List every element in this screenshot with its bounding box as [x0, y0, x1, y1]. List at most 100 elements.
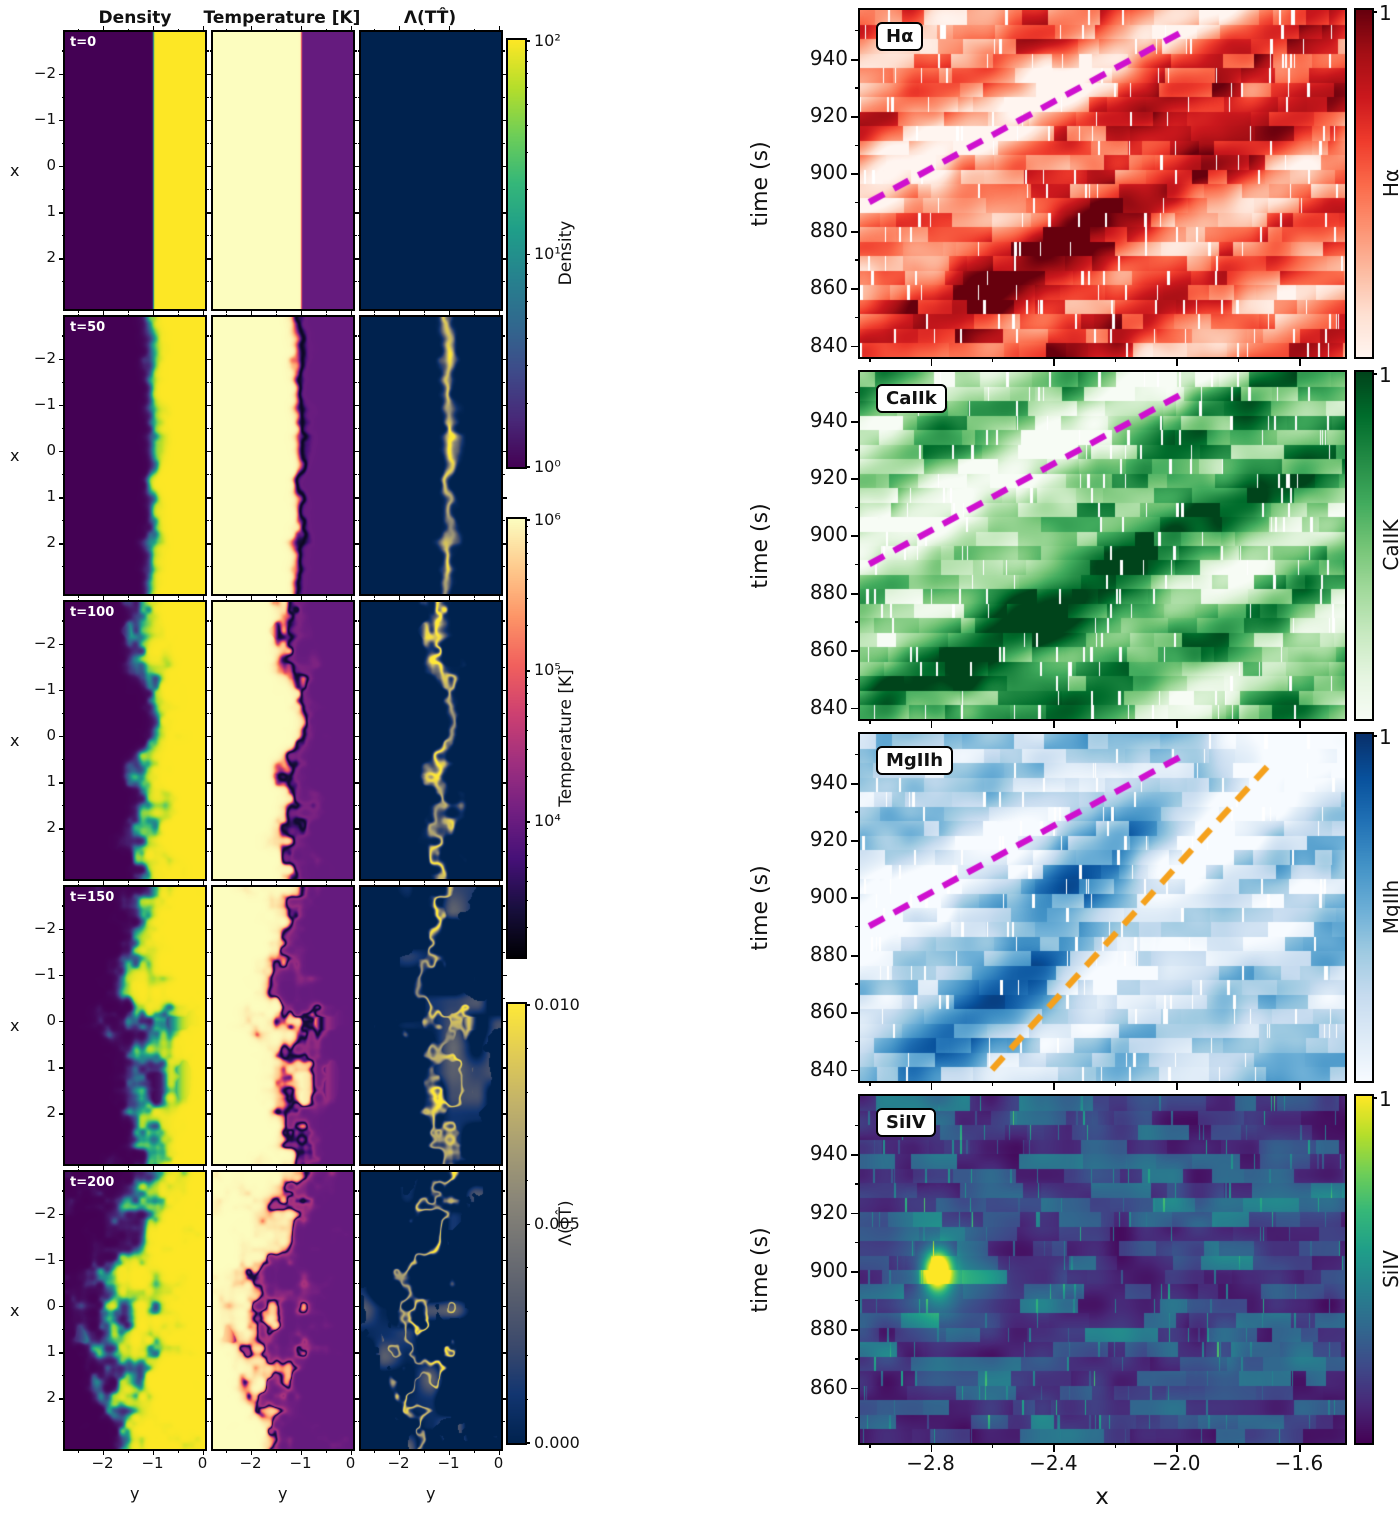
time-tick-label: 900 — [809, 1257, 848, 1282]
xtick-minor — [325, 1164, 327, 1168]
ytick-minor — [357, 381, 361, 383]
ytick — [355, 497, 361, 499]
xtick — [398, 1166, 400, 1172]
ytick — [59, 1213, 65, 1216]
xtick — [102, 1449, 104, 1455]
ytick-minor — [61, 335, 65, 337]
ytick — [501, 928, 507, 931]
cb-tick-minor — [525, 900, 528, 902]
ytick — [355, 212, 361, 214]
ytick-minor — [353, 281, 357, 283]
x-tick-minor — [1114, 1081, 1117, 1086]
xtick-minor — [127, 879, 129, 883]
ytick-minor — [501, 805, 505, 807]
xtick — [398, 26, 400, 32]
xtick-minor — [77, 1168, 79, 1172]
ytick — [207, 1305, 213, 1308]
xtick — [498, 1449, 500, 1455]
ytick-minor — [353, 520, 357, 522]
ytick-minor — [205, 1136, 209, 1138]
xtick-label: 0 — [197, 1454, 208, 1472]
time-axis-label-MgIIh: time (s) — [748, 864, 773, 951]
cb-tick-minor — [525, 684, 528, 686]
ytick-minor — [205, 1328, 209, 1331]
ytick-minor — [501, 1043, 505, 1046]
column-header-density: Density — [98, 8, 172, 28]
ytick-minor — [209, 1282, 213, 1284]
cb-tick — [525, 253, 530, 255]
ytick — [59, 73, 65, 76]
ytick — [501, 643, 507, 646]
ytick-minor — [209, 188, 213, 191]
ytick-label: 2 — [46, 818, 56, 837]
x-tick — [1298, 357, 1301, 366]
ytick-minor — [357, 566, 361, 568]
ytick-minor — [209, 1090, 213, 1092]
xtick-label: −1 — [437, 1454, 460, 1472]
ytick-minor — [205, 335, 209, 337]
ytick — [501, 1259, 507, 1262]
cb-tick — [525, 519, 530, 521]
time-tick — [851, 782, 860, 785]
ytick — [501, 543, 507, 545]
time-tick-minor — [855, 202, 860, 204]
xtick — [398, 881, 400, 887]
xtick-minor — [473, 1164, 475, 1168]
xtick-minor — [127, 1168, 129, 1172]
time-tick — [851, 592, 860, 595]
ytick — [355, 643, 361, 646]
x-tick-minor — [1237, 719, 1239, 724]
xtick — [250, 881, 252, 887]
ytick — [59, 258, 65, 260]
ytick-minor — [357, 1236, 361, 1238]
ytick — [207, 928, 213, 931]
ytick-minor — [205, 1375, 209, 1377]
ytick — [501, 258, 507, 260]
time-tick-minor — [855, 811, 860, 813]
x-axis-label-right: x — [1095, 1484, 1109, 1510]
x-tick-label: −2.4 — [1029, 1451, 1078, 1475]
x-tick-minor — [869, 719, 871, 724]
time-tick — [851, 1212, 860, 1215]
ytick-minor — [209, 851, 213, 853]
ytick-minor — [209, 1421, 213, 1423]
ytick-label: −1 — [33, 1249, 56, 1268]
ytick-minor — [501, 1328, 505, 1331]
xtick-minor — [473, 313, 475, 317]
ytick-minor — [501, 50, 505, 52]
cb-tick — [525, 1442, 530, 1444]
x-tick — [930, 1081, 933, 1090]
time-label-t50: t=50 — [70, 320, 106, 335]
lambda-panel-row-0 — [361, 32, 501, 309]
xtick-minor — [473, 883, 475, 887]
time-tick-minor — [855, 1300, 860, 1302]
xtick-minor — [225, 1449, 227, 1453]
x-tick — [1176, 1081, 1178, 1090]
xtick — [350, 1449, 352, 1455]
ytick — [59, 358, 65, 361]
xtick-label: −2 — [239, 1454, 262, 1472]
xtick-minor — [77, 28, 79, 32]
ytick — [59, 928, 65, 931]
ytick-minor — [61, 50, 65, 52]
xtick-minor — [325, 1449, 327, 1453]
density-panel-row-1 — [65, 317, 205, 594]
time-tick-minor — [855, 316, 860, 319]
x-tick — [1176, 1443, 1178, 1452]
ytick-minor — [501, 951, 505, 953]
ytick-minor — [209, 951, 213, 953]
ytick-minor — [209, 427, 213, 429]
ytick — [59, 643, 65, 646]
xtick — [350, 311, 352, 317]
colorbar-max-tick-caiik: 1 — [1379, 363, 1392, 387]
cb-tick — [525, 466, 530, 468]
ytick-minor — [61, 427, 65, 429]
ytick-minor — [353, 805, 357, 807]
ytick-minor — [353, 712, 357, 714]
time-tick-label: 900 — [809, 522, 848, 547]
xtick-minor — [423, 1164, 425, 1168]
xtick-minor — [127, 1449, 129, 1453]
xtick-minor — [77, 313, 79, 317]
cb-tick-minor — [525, 775, 528, 777]
xtick — [448, 26, 450, 32]
